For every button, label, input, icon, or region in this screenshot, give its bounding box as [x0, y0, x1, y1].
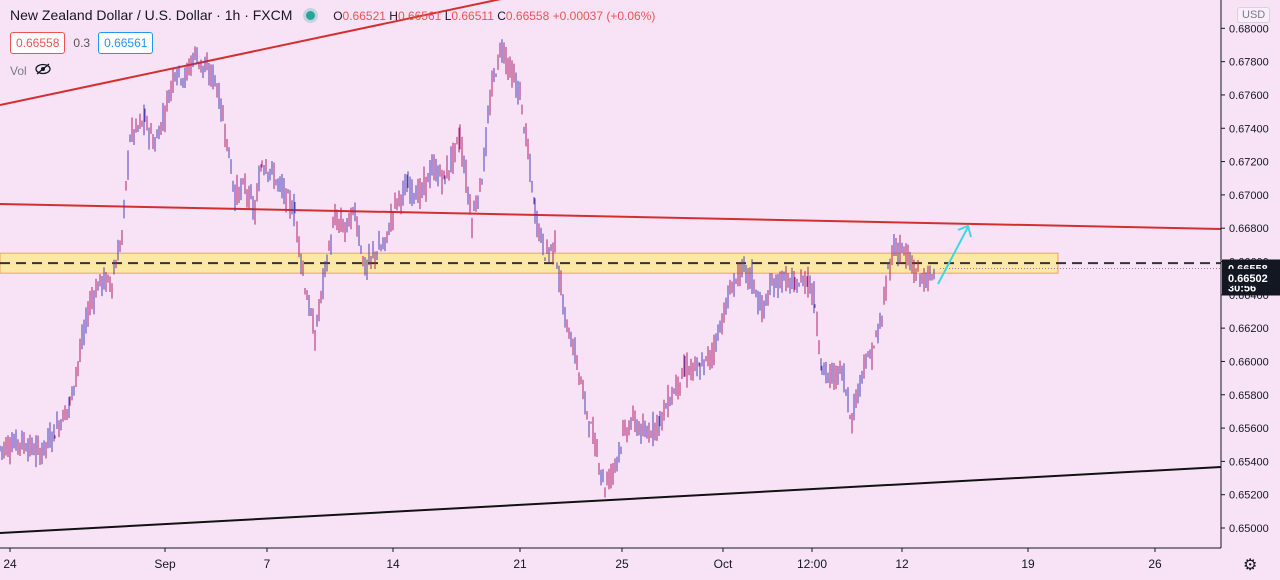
close-label: C	[497, 9, 506, 23]
sell-button[interactable]: 0.66558	[10, 32, 66, 54]
x-tick-label: Oct	[714, 557, 733, 571]
y-tick-label: 0.67000	[1229, 190, 1269, 202]
spread-value: 0.3	[73, 36, 91, 50]
volume-indicator[interactable]: Vol	[10, 63, 51, 78]
y-tick-label: 0.67200	[1229, 157, 1269, 169]
currency-badge[interactable]: USD	[1237, 7, 1271, 23]
x-tick-label: Sep	[154, 557, 176, 571]
support-trend-line	[0, 466, 1222, 534]
symbol-title[interactable]: New Zealand Dollar / U.S. Dollar · 1h · …	[10, 7, 293, 23]
open-value: 0.66521	[342, 9, 386, 23]
projection-arrow-head	[957, 224, 972, 238]
y-tick-label: 0.67600	[1229, 90, 1269, 102]
y-tick-label: 0.67800	[1229, 57, 1269, 69]
y-tick-label: 0.67400	[1229, 123, 1269, 135]
low-label: L	[444, 9, 452, 23]
close-value: 0.66558	[505, 9, 550, 23]
gear-icon[interactable]: ⚙	[1243, 557, 1258, 574]
chart-plot-area[interactable]	[0, 0, 1221, 548]
x-tick-label: 25	[615, 557, 629, 571]
price-label-box	[1222, 268, 1280, 286]
resistance-trend-line	[0, 203, 1222, 230]
x-tick-label: 26	[1148, 557, 1162, 571]
x-tick-label: 12:00	[797, 557, 827, 571]
y-tick-label: 0.65800	[1229, 390, 1269, 402]
x-tick-label: 14	[386, 557, 400, 571]
volume-label: Vol	[10, 63, 27, 78]
y-tick-label: 0.65000	[1229, 523, 1269, 535]
y-tick-label: 0.66800	[1229, 223, 1269, 235]
y-tick-label: 0.66200	[1229, 323, 1269, 335]
market-status-icon	[306, 11, 316, 20]
upper-trend-line	[0, 0, 502, 106]
x-tick-label: 19	[1021, 557, 1035, 571]
high-value: 0.66561	[397, 9, 442, 23]
x-tick-label: 7	[264, 557, 271, 571]
price-label-text: 0.66502	[1228, 273, 1268, 285]
open-label: O	[333, 9, 343, 23]
y-tick-label: 0.65400	[1229, 456, 1269, 468]
y-tick-label: 0.65200	[1229, 490, 1269, 502]
projection-arrow	[937, 226, 969, 285]
time-axis[interactable]	[0, 549, 1221, 580]
bid-ask-panel: 0.66558 0.3 0.66561	[10, 32, 154, 54]
x-tick-label: 24	[3, 557, 17, 571]
chart-header: New Zealand Dollar / U.S. Dollar · 1h · …	[10, 7, 655, 23]
low-value: 0.66511	[451, 9, 494, 23]
change-value: +0.00037 (+0.06%)	[552, 9, 656, 23]
y-tick-label: 0.65600	[1229, 423, 1269, 435]
y-tick-label: 0.68000	[1229, 23, 1269, 35]
y-tick-label: 0.66000	[1229, 356, 1269, 368]
ohlc-readout: O0.66521 H0.66561 L0.66511 C0.66558 +0.0…	[333, 9, 655, 23]
buy-button[interactable]: 0.66561	[98, 32, 154, 54]
eye-hidden-icon[interactable]	[35, 63, 51, 78]
high-label: H	[389, 9, 398, 23]
x-tick-label: 12	[895, 557, 909, 571]
x-tick-label: 21	[513, 557, 527, 571]
